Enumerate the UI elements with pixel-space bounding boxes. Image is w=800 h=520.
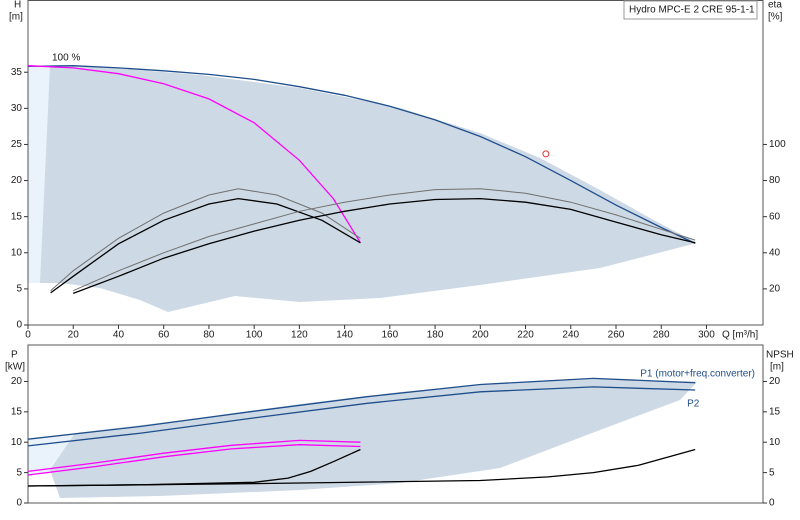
x-tick-label: 160 (382, 330, 399, 341)
y2-axis-unit: [%] (768, 12, 783, 23)
y-axis-unit: [kW] (5, 362, 25, 373)
y-tick-label: 0 (16, 320, 22, 331)
y2-axis-label: NPSH (766, 350, 794, 361)
annotation: 100 % (52, 53, 80, 64)
y2-tick-label: 0 (769, 498, 775, 509)
x-tick-label: 100 (246, 330, 263, 341)
curve (27, 386, 696, 447)
x-tick-label: 120 (291, 330, 308, 341)
series-label: P2 (687, 399, 700, 410)
curve (72, 188, 696, 292)
y-tick-label: 15 (11, 211, 23, 222)
x-tick-label: 80 (203, 330, 215, 341)
plot-frame (27, 0, 764, 326)
y2-axis-unit: [m] (770, 362, 784, 373)
y-tick-label: 5 (16, 284, 22, 295)
y-tick-label: 10 (11, 247, 23, 258)
y2-tick-label: 100 (769, 139, 786, 150)
x-tick-label: 260 (608, 330, 625, 341)
y-axis-unit: [m] (9, 12, 23, 23)
y-tick-label: 15 (11, 406, 23, 417)
x-tick-label: 280 (653, 330, 670, 341)
y2-tick-label: 5 (769, 467, 775, 478)
y-tick-label: 0 (16, 498, 22, 509)
x-tick-label: 240 (562, 330, 579, 341)
operating-area (50, 379, 697, 498)
y2-tick-label: 80 (769, 175, 781, 186)
y-tick-label: 5 (16, 467, 22, 478)
curve (50, 188, 361, 292)
y2-axis-label: eta (768, 0, 782, 11)
marker (542, 150, 550, 158)
y2-tick-label: 60 (769, 211, 781, 222)
y-tick-label: 20 (11, 175, 23, 186)
series-label: P1 (motor+freq.converter) (640, 368, 755, 379)
x-tick-label: 220 (517, 330, 534, 341)
chart-title: Hydro MPC-E 2 CRE 95-1-1 (629, 5, 755, 16)
y-axis-label: H (14, 0, 21, 11)
curve (27, 65, 361, 244)
x-tick-label: 200 (472, 330, 489, 341)
curve (27, 448, 696, 487)
y2-tick-label: 20 (769, 376, 781, 387)
area-light (28, 433, 75, 476)
curve (27, 65, 696, 244)
curve (27, 439, 361, 473)
curve (27, 377, 696, 440)
plot-frame (27, 344, 764, 504)
x-tick-label: 0 (25, 330, 31, 341)
operating-area (40, 66, 697, 312)
curve (27, 444, 361, 476)
y2-tick-label: 40 (769, 247, 781, 258)
y-tick-label: 20 (11, 376, 23, 387)
y-tick-label: 30 (11, 103, 23, 114)
x-tick-label: 180 (427, 330, 444, 341)
x-tick-label: 60 (158, 330, 170, 341)
y2-tick-label: 20 (769, 284, 781, 295)
y-tick-label: 10 (11, 437, 23, 448)
title-box (623, 0, 758, 20)
x-tick-label: 20 (68, 330, 80, 341)
curve (50, 197, 361, 294)
x-tick-label: 40 (113, 330, 125, 341)
x-axis-label: Q [m³/h] (722, 330, 758, 341)
y-tick-label: 35 (11, 67, 23, 78)
y2-tick-label: 15 (769, 406, 781, 417)
curve (72, 197, 696, 295)
x-tick-label: 140 (336, 330, 353, 341)
x-tick-label: 300 (698, 330, 715, 341)
y-tick-label: 25 (11, 139, 23, 150)
y2-tick-label: 10 (769, 437, 781, 448)
y-axis-label: P (11, 350, 18, 361)
